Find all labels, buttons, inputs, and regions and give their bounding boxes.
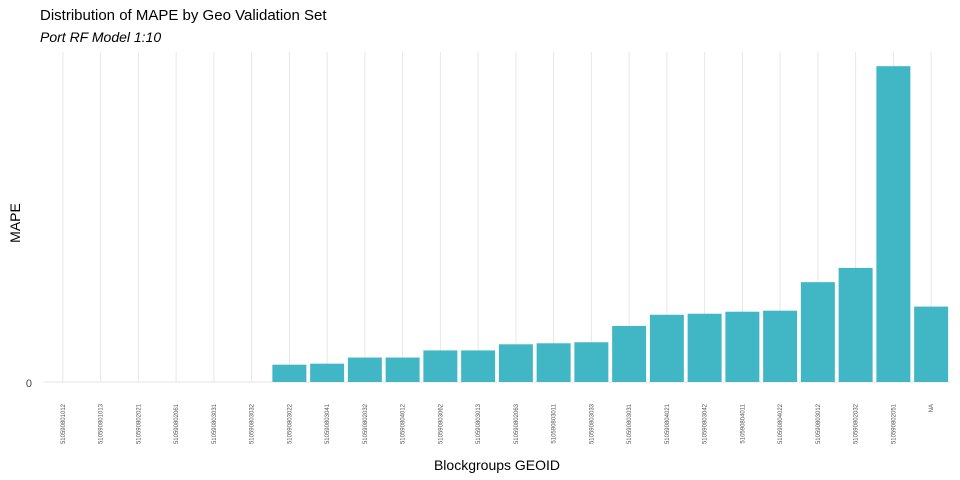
x-tick-label: 510590802061 (174, 403, 180, 444)
bar (423, 350, 458, 382)
x-tick-label: 510590803031 (212, 403, 218, 444)
bar (574, 342, 609, 382)
x-tick-label: 510590804012 (401, 403, 407, 444)
x-tick-label: 510590803041 (325, 403, 331, 444)
x-axis-label: Blockgroups GEOID (434, 457, 560, 473)
x-tick-label: NA (929, 404, 935, 412)
bar (876, 66, 911, 382)
chart-title: Distribution of MAPE by Geo Validation S… (40, 7, 327, 24)
x-tick-label: 510590803012 (816, 403, 822, 444)
bars (272, 66, 949, 382)
bar (536, 343, 571, 382)
x-tick-label: 510590804011 (740, 403, 746, 443)
x-tick-label: 510590803032 (250, 403, 256, 444)
x-tick-label: 510590803022 (287, 403, 293, 444)
x-tick-label: 510590803062 (438, 403, 444, 444)
y-axis-label: MAPE (7, 203, 23, 243)
bar (272, 364, 307, 382)
x-tick-label: 510590803011 (552, 403, 558, 443)
bar (649, 314, 684, 382)
bar (914, 306, 949, 382)
bar (725, 311, 760, 382)
bar (498, 344, 533, 382)
grid-lines (44, 52, 950, 383)
x-tick-label: 510590804021 (665, 403, 671, 444)
x-tick-label: 510590801013 (99, 403, 105, 444)
bar (612, 325, 647, 382)
x-tick-label: 510590802051 (891, 403, 897, 444)
x-tick-label: 510590802032 (363, 403, 369, 444)
y-tick-label: 0 (26, 378, 32, 390)
bar (838, 267, 873, 382)
x-tick-label: 510590802032 (854, 403, 860, 444)
bar (800, 282, 835, 382)
bar (763, 310, 798, 382)
x-tick-label: 510590803013 (476, 403, 482, 444)
chart-subtitle: Port RF Model 1:10 (40, 29, 162, 45)
x-tick-label: 510590803031 (627, 403, 633, 444)
bar (310, 363, 345, 382)
bar (347, 357, 382, 382)
bar (461, 350, 496, 382)
x-tick-label: 510590802021 (136, 403, 142, 444)
bar (687, 313, 722, 382)
x-tick-labels: 510590801012 510590801013 510590802021 5105… (61, 403, 935, 444)
x-tick-label: 510590804022 (778, 403, 784, 444)
x-tick-label: 510590803033 (589, 403, 595, 444)
x-tick-label: 510590801012 (61, 403, 67, 444)
bar (385, 357, 420, 382)
x-tick-label: 510590803042 (703, 403, 709, 444)
x-tick-label: 510590802063 (514, 403, 520, 444)
